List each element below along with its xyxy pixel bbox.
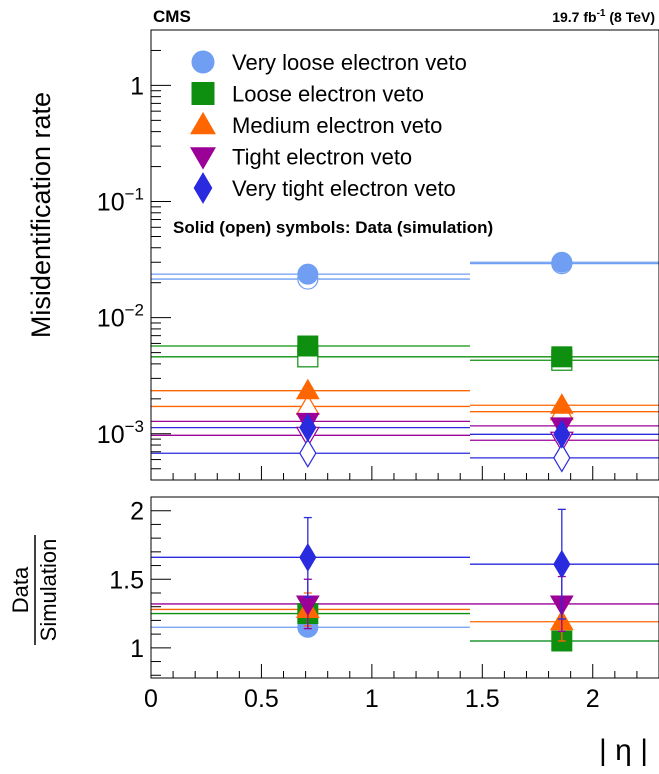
legend-marker (190, 111, 216, 135)
bottom-axis-ticks (150, 496, 659, 678)
lumi-exponent: -1 (597, 8, 606, 19)
data-marker (297, 263, 319, 285)
tick-base: 10 (97, 421, 125, 449)
x-tick-label: 0.5 (244, 685, 279, 713)
data-marker (295, 378, 320, 400)
sim-marker (553, 443, 571, 473)
data-marker (549, 393, 574, 414)
top-plot-frame (150, 29, 659, 481)
legend-label: Loose electron veto (232, 82, 424, 107)
legend-label: Very loose electron veto (232, 50, 467, 75)
bottom-plot-frame (150, 496, 659, 679)
x-tick-label: 0 (144, 685, 158, 713)
data-marker (553, 419, 571, 449)
bottom-y-tick-label: 2 (130, 498, 144, 526)
top-bins (151, 261, 659, 459)
top-y-axis-label: Misidentification rate (26, 92, 56, 338)
bottom-data-marks (295, 508, 574, 652)
top-axis-ticks (150, 29, 659, 481)
top-data-marks (295, 251, 574, 473)
data-simulation-note: Solid (open) symbols: Data (simulation) (173, 218, 493, 237)
lumi-value: 19.7 fb (552, 9, 596, 25)
x-tick-label: 2 (586, 685, 600, 713)
tick-base: 10 (97, 189, 125, 217)
tick-exponent: −2 (125, 301, 144, 320)
data-marker (551, 251, 573, 273)
ratio-label-denominator: Simulation (36, 539, 61, 642)
legend-marker (190, 147, 216, 170)
bottom-panel: 11.52 0 0.5 1 1.5 2 Data Simulation | η | (8, 496, 659, 767)
tick-base: 1 (130, 72, 144, 100)
ratio-label-numerator: Data (8, 566, 33, 613)
bottom-y-tick-label: 1.5 (109, 566, 144, 594)
bottom-bins (151, 556, 659, 642)
lumi-energy: (8 TeV) (605, 9, 655, 25)
legend: Very loose electron veto Loose electron v… (190, 50, 467, 204)
ratio-marker (299, 542, 317, 572)
tick-exponent: −3 (125, 417, 144, 436)
sim-marker (299, 438, 317, 468)
data-marker (551, 346, 573, 368)
top-y-tick-label: 10−1 (97, 185, 144, 217)
ratio-marker (553, 549, 571, 579)
legend-marker (191, 82, 215, 105)
top-y-tick-label: 10−3 (97, 417, 144, 449)
data-marker (299, 413, 317, 443)
tick-exponent: −1 (125, 185, 144, 204)
ratio-y-axis-label: Data Simulation (8, 535, 61, 645)
legend-label: Medium electron veto (232, 113, 442, 138)
legend-label: Very tight electron veto (232, 176, 456, 201)
top-y-tick-label: 1 (130, 72, 144, 100)
x-tick-label: 1 (365, 685, 379, 713)
legend-label: Tight electron veto (232, 145, 412, 170)
x-tick-label: 1.5 (465, 685, 500, 713)
legend-marker (193, 172, 213, 204)
top-y-tick-label: 10−2 (97, 301, 144, 333)
experiment-label: CMS (153, 7, 191, 26)
data-marker (297, 335, 319, 357)
x-axis-label: | η | (599, 734, 648, 767)
bottom-y-tick-labels: 11.52 (109, 498, 144, 663)
x-tick-labels: 0 0.5 1 1.5 2 (144, 685, 600, 713)
bottom-y-tick-label: 1 (130, 635, 144, 663)
tick-base: 10 (97, 305, 125, 333)
legend-marker (191, 50, 215, 74)
luminosity-label: 19.7 fb-1 (8 TeV) (552, 8, 655, 25)
